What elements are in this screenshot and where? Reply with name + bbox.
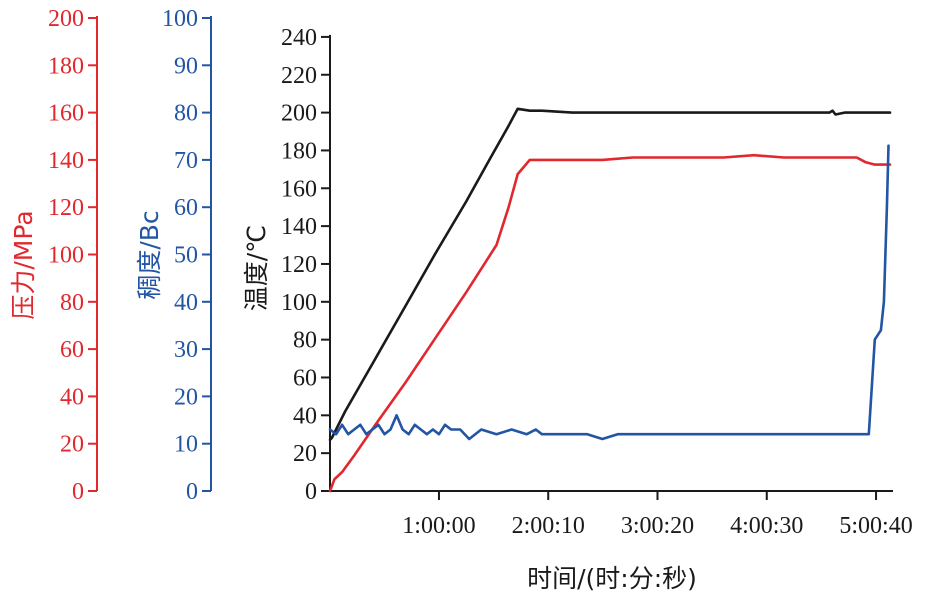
y-axis-title-consistency: 稠度/Bc <box>135 210 164 299</box>
y-axis-consistency: 0 10 20 30 40 50 60 70 80 90 100 <box>162 6 212 505</box>
x-tick-label: 4:00:30 <box>730 513 803 539</box>
y-tick-label-pressure: 40 <box>60 384 84 410</box>
series-line-consistency <box>328 144 890 441</box>
x-tick-label: 5:00:40 <box>839 513 912 539</box>
y-tick-label-consistency: 50 <box>174 243 198 269</box>
series-layer <box>328 107 892 493</box>
y-tick-label-consistency: 70 <box>174 148 198 174</box>
y-tick-label-temperature: 140 <box>281 214 317 240</box>
y-axis-title-pressure: 压力/MPa <box>9 210 38 319</box>
y-tick-label-temperature: 40 <box>293 403 317 429</box>
y-tick-label-temperature: 180 <box>281 138 317 164</box>
y-tick-label-temperature: 220 <box>281 63 317 89</box>
y-tick-label-consistency: 90 <box>174 53 198 79</box>
y-tick-label-pressure: 0 <box>72 479 84 505</box>
y-tick-label-pressure: 80 <box>60 290 84 316</box>
y-tick-label-pressure: 140 <box>48 148 84 174</box>
y-tick-label-temperature: 20 <box>293 441 317 467</box>
y-axis-title-temperature: 温度/℃ <box>242 225 271 312</box>
x-axis-title: 时间/(时:分:秒) <box>527 564 697 593</box>
x-tick-label: 2:00:10 <box>512 513 585 539</box>
y-tick-label-pressure: 120 <box>48 195 84 221</box>
y-tick-label-pressure: 100 <box>48 243 84 269</box>
y-tick-label-temperature: 160 <box>281 176 317 202</box>
series-line-temperature <box>328 107 892 442</box>
series-line-pressure <box>328 153 892 493</box>
y-tick-label-consistency: 80 <box>174 101 198 127</box>
y-tick-label-temperature: 80 <box>293 328 317 354</box>
y-tick-label-temperature: 120 <box>281 252 317 278</box>
y-tick-label-pressure: 60 <box>60 337 84 363</box>
y-tick-label-consistency: 30 <box>174 337 198 363</box>
y-tick-label-pressure: 180 <box>48 53 84 79</box>
y-tick-label-temperature: 60 <box>293 365 317 391</box>
y-tick-label-temperature: 240 <box>281 25 317 51</box>
axes-layer: 0204060801001201401601802000102030405060… <box>48 6 913 539</box>
y-tick-label-temperature: 200 <box>281 101 317 127</box>
y-tick-label-consistency: 10 <box>174 432 198 458</box>
x-tick-label: 3:00:20 <box>621 513 694 539</box>
y-tick-label-temperature: 0 <box>305 479 317 505</box>
labels-layer: 压力/MPa 稠度/Bc 温度/℃ 时间/(时:分:秒) <box>9 210 697 593</box>
y-tick-label-consistency: 0 <box>186 479 198 505</box>
y-axis-pressure: 0 20 40 60 80 100 120 140 160 180 200 <box>48 6 98 505</box>
y-tick-label-pressure: 160 <box>48 101 84 127</box>
y-tick-label-pressure: 200 <box>48 6 84 32</box>
y-axis-temperature: 0 20 40 60 80 100 120 140 160 180 200 220 240 <box>281 25 331 505</box>
y-tick-label-temperature: 100 <box>281 290 317 316</box>
y-tick-label-consistency: 40 <box>174 290 198 316</box>
y-tick-label-consistency: 100 <box>162 6 198 32</box>
x-axis: 1:00:00 2:00:10 3:00:20 4:00:30 5:00:40 <box>330 490 913 539</box>
y-tick-label-pressure: 20 <box>60 432 84 458</box>
y-tick-label-consistency: 60 <box>174 195 198 221</box>
y-tick-label-consistency: 20 <box>174 384 198 410</box>
x-tick-label: 1:00:00 <box>402 513 475 539</box>
